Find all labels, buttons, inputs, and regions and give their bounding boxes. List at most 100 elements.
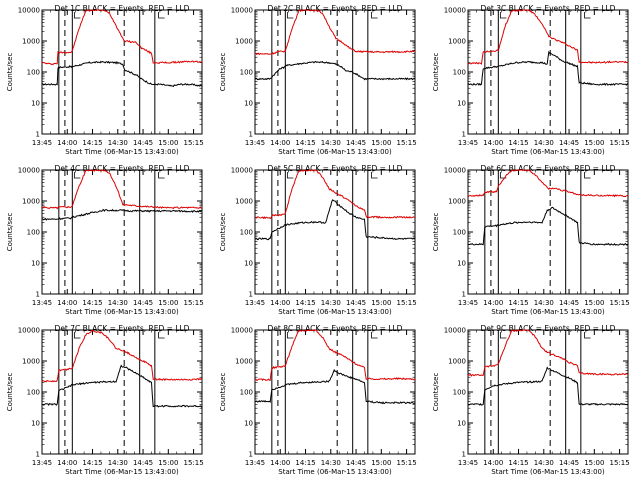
x-axis-label: Start Time (06-Mar-15 13:43:00) (278, 148, 392, 156)
y-tick-label: 1 (36, 291, 40, 299)
y-axis-label: Counts/sec (6, 373, 14, 412)
x-tick-label: 15:15 (609, 139, 629, 147)
x-tick-label: 15:15 (609, 299, 629, 307)
saa-start-marker (499, 12, 507, 19)
panel-title: Det 9C BLACK = Events, RED = LLD (481, 324, 616, 333)
panel-det-8: Det 8C BLACK = Events, RED = LLD 1 10 100 10… (219, 324, 417, 476)
panel-title: Det 5C BLACK = Events, RED = LLD (268, 164, 403, 173)
y-tick-label: 1 (462, 291, 466, 299)
x-tick-label: 13:45 (245, 459, 265, 467)
y-tick-label: 1000 (22, 198, 40, 206)
y-tick-label: 1000 (448, 198, 466, 206)
x-axis-label: Start Time (06-Mar-15 13:43:00) (65, 468, 179, 476)
x-axis-label: Start Time (06-Mar-15 13:43:00) (278, 308, 392, 316)
saa-start-marker (73, 332, 81, 339)
lld-series-line (41, 9, 203, 66)
lld-series-line (254, 169, 415, 220)
x-tick-label: 15:15 (396, 139, 416, 147)
x-tick-label: 15:15 (183, 459, 203, 467)
events-series-line (467, 366, 629, 406)
y-tick-label: 10000 (231, 327, 253, 335)
events-series-line (41, 208, 203, 221)
lld-series-line (467, 169, 629, 198)
x-tick-label: 14:45 (346, 299, 366, 307)
y-tick-label: 10000 (18, 7, 40, 15)
y-tick-label: 10000 (444, 327, 466, 335)
x-tick-label: 14:00 (270, 459, 290, 467)
panel-title: Det 7C BLACK = Events, RED = LLD (55, 324, 190, 333)
x-tick-label: 14:00 (270, 139, 290, 147)
panel-det-3: Det 3C BLACK = Events, RED = LLD 1 10 100 10… (432, 4, 630, 156)
panel-det-9: Det 9C BLACK = Events, RED = LLD 1 10 100 10… (432, 324, 630, 476)
panel-det-4: Det 4C BLACK = Events, RED = LLD 1 10 100 10… (6, 164, 204, 316)
y-tick-label: 1 (36, 131, 40, 139)
x-tick-label: 14:15 (82, 299, 102, 307)
x-tick-label: 13:45 (245, 299, 265, 307)
y-axis-label: Counts/sec (6, 53, 14, 92)
events-series-line (254, 368, 416, 405)
y-axis-label: Counts/sec (6, 213, 14, 252)
panel-det-1: Det 1C BLACK = Events, RED = LLD 1 10 100 10… (6, 4, 204, 156)
saa-end-marker (158, 12, 165, 19)
y-tick-label: 100 (453, 229, 466, 237)
y-axis-label: Counts/sec (432, 213, 440, 252)
x-tick-label: 14:00 (483, 139, 503, 147)
x-tick-label: 13:45 (245, 139, 265, 147)
y-tick-label: 10000 (231, 167, 253, 175)
panel-title: Det 8C BLACK = Events, RED = LLD (268, 324, 403, 333)
x-tick-label: 15:00 (371, 139, 391, 147)
saa-start-marker (73, 12, 81, 19)
events-series-line (467, 206, 629, 246)
y-tick-label: 100 (240, 229, 253, 237)
x-tick-label: 13:45 (458, 459, 478, 467)
lld-series-line (467, 9, 629, 65)
panel-title: Det 2C BLACK = Events, RED = LLD (268, 4, 403, 13)
saa-end-marker (584, 12, 591, 19)
y-tick-label: 1000 (448, 38, 466, 46)
saa-end-marker (371, 332, 378, 339)
x-tick-label: 15:00 (371, 459, 391, 467)
y-tick-label: 10 (244, 260, 253, 268)
panel-det-6: Det 6C BLACK = Events, RED = LLD 1 10 100 10… (432, 164, 630, 316)
saa-end-marker (584, 172, 591, 179)
x-tick-label: 14:30 (321, 459, 341, 467)
x-tick-label: 15:15 (396, 459, 416, 467)
lld-series-line (41, 169, 203, 210)
lld-series-line (254, 329, 416, 382)
events-series-line (254, 60, 416, 81)
x-tick-label: 14:45 (559, 459, 579, 467)
x-tick-label: 15:00 (158, 459, 178, 467)
saa-start-marker (73, 172, 81, 179)
events-series-line (254, 199, 416, 241)
saa-end-marker (371, 12, 378, 19)
lld-series-line (41, 329, 203, 383)
x-tick-label: 14:15 (508, 139, 528, 147)
x-tick-label: 14:45 (346, 459, 366, 467)
x-tick-label: 14:30 (321, 299, 341, 307)
x-tick-label: 14:15 (508, 459, 528, 467)
panel-det-2: Det 2C BLACK = Events, RED = LLD 1 10 100 10… (219, 4, 417, 156)
x-axis-label: Start Time (06-Mar-15 13:43:00) (491, 148, 605, 156)
panel-title: Det 1C BLACK = Events, RED = LLD (55, 4, 190, 13)
x-tick-label: 14:00 (483, 459, 503, 467)
y-tick-label: 10 (457, 100, 466, 108)
y-tick-label: 1000 (22, 38, 40, 46)
panel-title: Det 6C BLACK = Events, RED = LLD (481, 164, 616, 173)
y-tick-label: 1000 (22, 358, 40, 366)
x-axis-label: Start Time (06-Mar-15 13:43:00) (65, 308, 179, 316)
panel-det-7: Det 7C BLACK = Events, RED = LLD 1 10 100 10… (6, 324, 204, 476)
y-tick-label: 10 (457, 260, 466, 268)
x-tick-label: 13:45 (458, 299, 478, 307)
y-tick-label: 10 (457, 420, 466, 428)
y-tick-label: 100 (27, 69, 40, 77)
lld-series-line (467, 329, 629, 377)
x-axis-label: Start Time (06-Mar-15 13:43:00) (491, 468, 605, 476)
x-tick-label: 14:00 (57, 139, 77, 147)
x-tick-label: 15:15 (396, 299, 416, 307)
y-axis-label: Counts/sec (219, 373, 227, 412)
y-tick-label: 100 (240, 69, 253, 77)
y-tick-label: 1 (36, 451, 40, 459)
y-tick-label: 1 (249, 131, 253, 139)
saa-start-marker (286, 332, 294, 339)
